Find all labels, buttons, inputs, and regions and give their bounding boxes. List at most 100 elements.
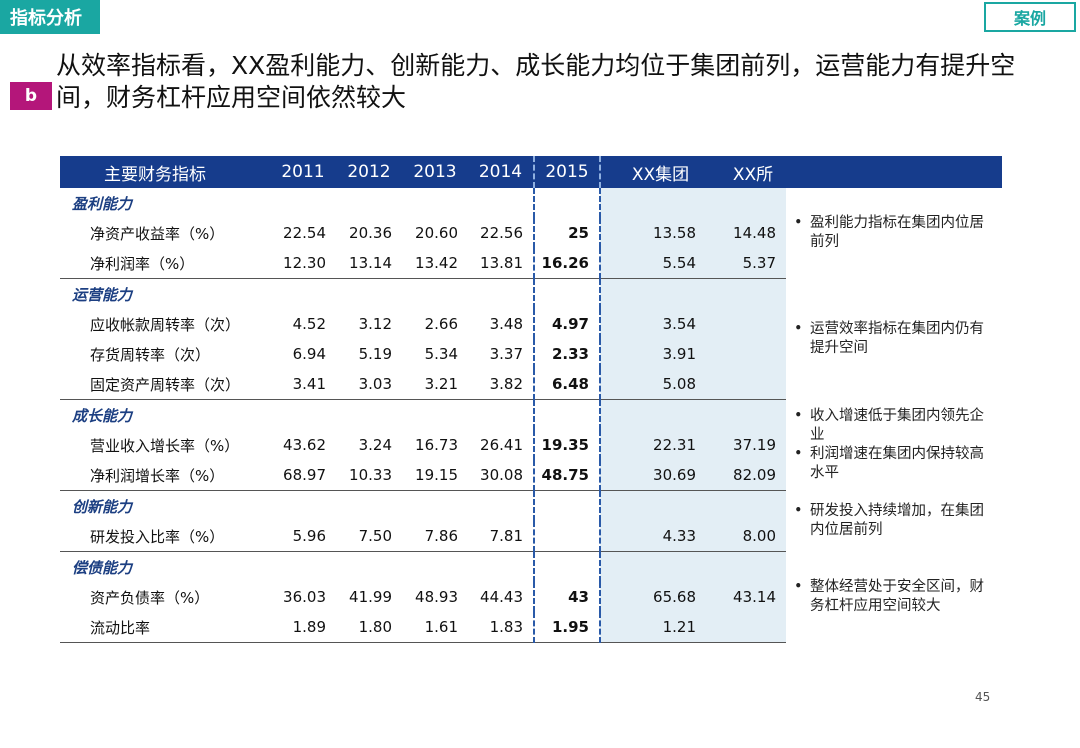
note-text: 盈利能力指标在集团内位居前列 <box>810 215 984 251</box>
indicator-label: 应收帐款周转率（次） <box>90 315 241 334</box>
empty-cell <box>600 278 720 309</box>
value-cell-v2013: 48.93 <box>415 588 458 606</box>
empty-cell <box>600 188 720 218</box>
value-cell-inst: 5.37 <box>720 248 786 279</box>
value-cell-v2015: 43 <box>533 582 601 612</box>
value-cell-v2011: 36.03 <box>283 588 326 606</box>
value-cell-v2013: 20.60 <box>415 224 458 242</box>
value-cell-v2011: 1.89 <box>270 612 336 643</box>
table-row: 资产负债率（%） 36.03 41.99 48.93 44.43 43 65.68 43.14 <box>60 582 1002 612</box>
table-row: 流动比率 1.89 1.80 1.61 1.83 1.95 1.21 <box>60 612 1002 643</box>
empty-cell <box>270 491 336 522</box>
bullet-icon: • <box>794 215 803 232</box>
table-row: 研发投入比率（%） 5.96 7.50 7.86 7.81 4.33 8.00 <box>60 521 1002 552</box>
table-header-row: 主要财务指标 2011 2012 2013 2014 2015 XX集团 XX所 <box>60 156 1002 188</box>
table-row: 净利润增长率（%） 68.97 10.33 19.15 30.08 48.75 30.69 8… <box>60 460 1002 491</box>
empty-cell <box>336 552 402 583</box>
value-cell-v2014: 3.37 <box>489 345 523 363</box>
empty-cell <box>533 551 601 582</box>
bullet-icon: • <box>794 446 803 462</box>
empty-cell <box>533 188 601 218</box>
value-cell-v2015: 16.26 <box>533 248 601 279</box>
section-title-row: 盈利能力 • 盈利能力指标在集团内位居前列 <box>60 188 1002 250</box>
section-title: 盈利能力 <box>72 194 133 213</box>
value-cell-group: 5.08 <box>600 369 720 400</box>
indicator-label: 营业收入增长率（%） <box>90 436 240 455</box>
indicator-label: 资产负债率（%） <box>90 588 210 607</box>
value-cell-v2011: 43.62 <box>283 436 326 454</box>
value-cell-v2015: 1.95 <box>533 612 601 643</box>
table-body: 盈利能力 • 盈利能力指标在集团内位居前列 净资产收益率（%） 22.54 20.36 20… <box>60 188 1002 643</box>
section-title-row: 创新能力 • 研发投入持续增加，在集团内位居前列 <box>60 490 1002 538</box>
value-cell-v2012: 10.33 <box>336 460 402 491</box>
note-item: • 收入增速低于集团内领先企业 <box>794 407 996 445</box>
empty-cell <box>270 279 336 310</box>
section-title-row: 成长能力 • 收入增速低于集团内领先企业 • 利润增速在集团内保持较高水平 <box>60 399 1002 481</box>
point-badge: b <box>10 82 52 110</box>
value-cell-v2015: 2.33 <box>533 339 601 369</box>
value-cell-group: 30.69 <box>600 460 720 491</box>
value-cell-group: 5.54 <box>600 248 720 279</box>
value-cell-inst: 8.00 <box>720 521 786 552</box>
empty-cell <box>600 399 720 430</box>
indicator-label: 流动比率 <box>60 612 270 643</box>
financial-indicator-table: 主要财务指标 2011 2012 2013 2014 2015 XX集团 XX所… <box>60 156 1002 643</box>
value-cell-v2012: 13.14 <box>336 248 402 279</box>
page-title: 从效率指标看，XX盈利能力、创新能力、成长能力均位于集团前列，运营能力有提升空间… <box>56 51 1016 112</box>
value-cell-group: 13.58 <box>600 218 720 248</box>
value-cell-v2015 <box>533 521 601 552</box>
case-label: 案例 <box>984 2 1076 32</box>
empty-cell <box>402 491 468 522</box>
note-item: • 研发投入持续增加，在集团内位居前列 <box>794 502 996 540</box>
bullet-icon: • <box>794 579 803 595</box>
header-indicator: 主要财务指标 <box>60 156 270 188</box>
empty-cell <box>533 490 601 521</box>
value-cell-v2013: 19.15 <box>402 460 468 491</box>
note-item: • 利润增速在集团内保持较高水平 <box>794 445 996 483</box>
section-notes: • 研发投入持续增加，在集团内位居前列 <box>786 491 1002 552</box>
bullet-icon: • <box>794 321 803 337</box>
indicator-label: 存货周转率（次） <box>90 345 211 364</box>
value-cell-v2015: 19.35 <box>533 430 601 460</box>
section-title: 创新能力 <box>72 497 133 516</box>
value-cell-v2015: 6.48 <box>533 369 601 400</box>
empty-cell <box>468 552 534 583</box>
header-institute: XX所 <box>720 156 786 188</box>
table-row: 固定资产周转率（次） 3.41 3.03 3.21 3.82 6.48 5.08 <box>60 369 1002 400</box>
header-2015: 2015 <box>533 156 601 188</box>
indicator-label: 净资产收益率（%） <box>90 224 225 243</box>
value-cell-v2014: 13.81 <box>468 248 534 279</box>
value-cell-v2013: 2.66 <box>424 315 458 333</box>
value-cell-v2011: 4.52 <box>292 315 326 333</box>
table-row: 净利润率（%） 12.30 13.14 13.42 13.81 16.26 5.54 5.37 <box>60 248 1002 279</box>
header-2014: 2014 <box>468 156 534 188</box>
value-cell-v2012: 7.50 <box>336 521 402 552</box>
value-cell-inst <box>720 612 786 643</box>
value-cell-v2012: 3.24 <box>358 436 392 454</box>
value-cell-inst <box>720 339 786 369</box>
indicator-label: 净利润增长率（%） <box>60 460 270 491</box>
value-cell-v2012: 20.36 <box>349 224 392 242</box>
value-cell-group: 3.54 <box>600 309 720 339</box>
value-cell-v2014: 44.43 <box>480 588 523 606</box>
section-notes: • 运营效率指标在集团内仍有提升空间 <box>786 279 1002 400</box>
table-row: 营业收入增长率（%） 43.62 3.24 16.73 26.41 19.35 22.31 3… <box>60 430 1002 460</box>
empty-cell <box>336 188 402 218</box>
value-cell-v2011: 5.96 <box>270 521 336 552</box>
empty-cell <box>270 552 336 583</box>
empty-cell <box>402 279 468 310</box>
value-cell-inst: 82.09 <box>720 460 786 491</box>
section-title: 偿债能力 <box>72 558 133 577</box>
empty-cell <box>720 490 786 521</box>
empty-cell <box>468 400 534 431</box>
value-cell-v2011: 22.54 <box>283 224 326 242</box>
value-cell-v2014: 26.41 <box>480 436 523 454</box>
value-cell-v2012: 3.12 <box>358 315 392 333</box>
value-cell-v2014: 1.83 <box>468 612 534 643</box>
empty-cell <box>600 551 720 582</box>
value-cell-group: 65.68 <box>600 582 720 612</box>
value-cell-v2015: 25 <box>533 218 601 248</box>
value-cell-v2012: 5.19 <box>358 345 392 363</box>
value-cell-inst: 43.14 <box>720 582 786 612</box>
table-row: 应收帐款周转率（次） 4.52 3.12 2.66 3.48 4.97 3.54 <box>60 309 1002 339</box>
